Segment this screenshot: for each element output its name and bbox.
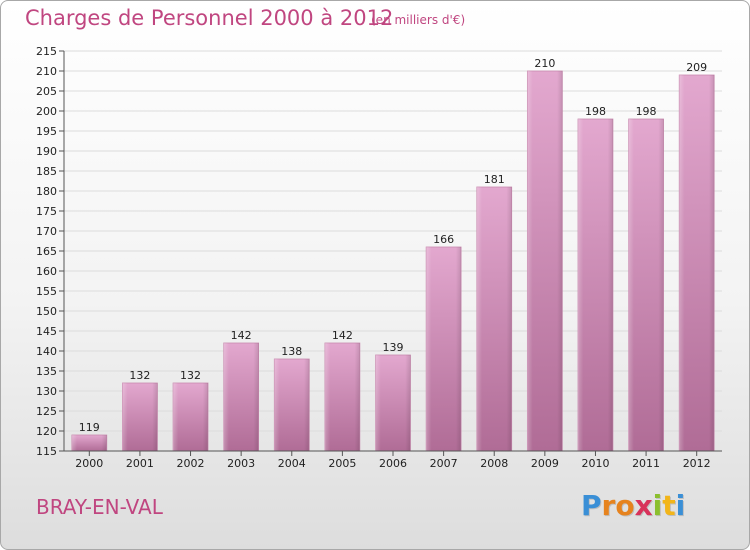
y-tick-label: 215 xyxy=(36,45,57,58)
y-tick-label: 165 xyxy=(36,245,57,258)
x-tick-label-2005: 2005 xyxy=(328,457,356,470)
x-tick-label-2001: 2001 xyxy=(126,457,154,470)
y-tick-label: 200 xyxy=(36,105,57,118)
data-label-2001: 132 xyxy=(129,369,150,382)
logo-letter: x xyxy=(634,489,653,522)
x-tick-label-2004: 2004 xyxy=(278,457,306,470)
y-tick-label: 115 xyxy=(36,445,57,458)
logo-letter: i xyxy=(652,489,663,522)
x-tick-label-2006: 2006 xyxy=(379,457,407,470)
proxiti-logo: Proxiti xyxy=(581,489,685,522)
data-label-2004: 138 xyxy=(281,345,302,358)
x-tick-label-2009: 2009 xyxy=(531,457,559,470)
x-tick-label-2008: 2008 xyxy=(480,457,508,470)
data-label-2002: 132 xyxy=(180,369,201,382)
data-label-2000: 119 xyxy=(79,421,100,434)
data-label-2010: 198 xyxy=(585,105,606,118)
data-label-2006: 139 xyxy=(383,341,404,354)
bar-shade-2005 xyxy=(324,343,360,451)
y-tick-label: 210 xyxy=(36,65,57,78)
bar-shade-2011 xyxy=(628,119,664,451)
chart-subtitle: (en milliers d'€) xyxy=(371,13,466,27)
y-tick-label: 155 xyxy=(36,285,57,298)
bar-shade-2000 xyxy=(71,435,107,451)
bar-shade-2006 xyxy=(375,355,411,451)
y-tick-label: 140 xyxy=(36,345,57,358)
y-tick-label: 145 xyxy=(36,325,57,338)
y-tick-label: 150 xyxy=(36,305,57,318)
x-tick-label-2010: 2010 xyxy=(581,457,609,470)
bar-shade-2004 xyxy=(274,359,310,451)
x-tick-label-2007: 2007 xyxy=(430,457,458,470)
bar-shade-2009 xyxy=(527,71,563,451)
y-tick-label: 185 xyxy=(36,165,57,178)
y-tick-label: 125 xyxy=(36,405,57,418)
data-label-2003: 142 xyxy=(231,329,252,342)
y-tick-label: 205 xyxy=(36,85,57,98)
bar-shade-2007 xyxy=(426,247,462,451)
y-tick-label: 195 xyxy=(36,125,57,138)
y-tick-label: 170 xyxy=(36,225,57,238)
bar-shade-2003 xyxy=(223,343,259,451)
data-label-2007: 166 xyxy=(433,233,454,246)
logo-letter: o xyxy=(615,489,635,522)
y-tick-label: 130 xyxy=(36,385,57,398)
x-tick-label-2011: 2011 xyxy=(632,457,660,470)
bar-shade-2012 xyxy=(679,75,715,451)
data-label-2012: 209 xyxy=(686,61,707,74)
commune-name: BRAY-EN-VAL xyxy=(36,495,163,519)
data-label-2009: 210 xyxy=(534,57,555,70)
x-tick-label-2012: 2012 xyxy=(683,457,711,470)
data-label-2011: 198 xyxy=(636,105,657,118)
bar-shade-2008 xyxy=(476,187,512,451)
y-tick-label: 190 xyxy=(36,145,57,158)
x-tick-label-2000: 2000 xyxy=(75,457,103,470)
y-tick-label: 120 xyxy=(36,425,57,438)
bar-shade-2010 xyxy=(577,119,613,451)
logo-letter: t xyxy=(662,489,676,522)
bar-shade-2001 xyxy=(122,383,158,451)
chart-title: Charges de Personnel 2000 à 2012 xyxy=(25,6,394,30)
x-tick-label-2002: 2002 xyxy=(177,457,205,470)
x-tick-label-2003: 2003 xyxy=(227,457,255,470)
data-label-2008: 181 xyxy=(484,173,505,186)
y-tick-label: 180 xyxy=(36,185,57,198)
y-tick-label: 175 xyxy=(36,205,57,218)
logo-letter: i xyxy=(675,489,686,522)
logo-letter: P xyxy=(581,489,602,522)
bar-shade-2002 xyxy=(173,383,209,451)
data-label-2005: 142 xyxy=(332,329,353,342)
y-tick-label: 160 xyxy=(36,265,57,278)
logo-letter: r xyxy=(601,489,616,522)
y-tick-label: 135 xyxy=(36,365,57,378)
